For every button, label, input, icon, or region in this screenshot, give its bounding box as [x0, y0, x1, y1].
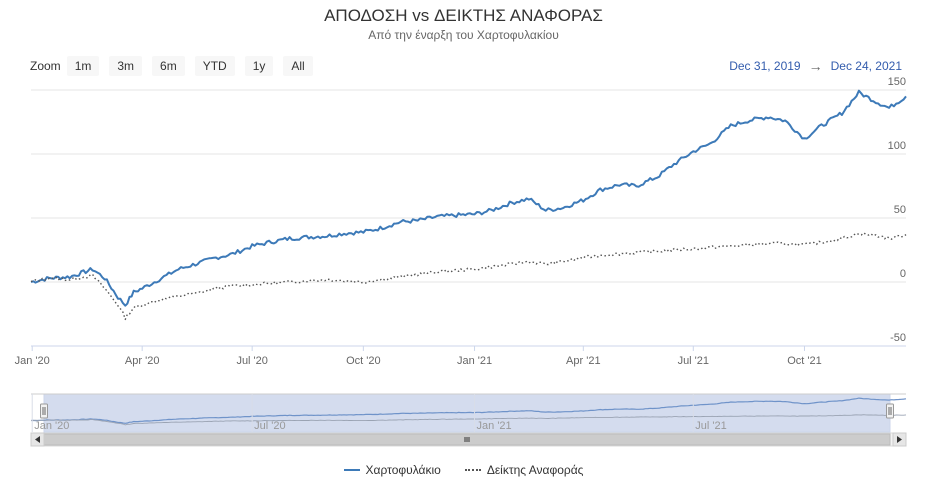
navigator-tick-label: Jan '21	[477, 420, 512, 432]
y-tick-label: 0	[900, 268, 906, 280]
navigator-left-handle[interactable]	[40, 403, 48, 419]
x-tick-label: Jul '21	[678, 355, 709, 367]
navigator-tick-label: Jul '21	[695, 420, 726, 432]
chart-area: -50 0 50 100 150 Jan '20 Apr '20 Jul '20 Oct '2…	[15, 76, 907, 447]
navigator-tick-label: Jan '20	[34, 420, 69, 432]
grid-lines	[31, 89, 906, 347]
navigator: Jan '20 Jul '20 Jan '21 Jul '21	[30, 393, 907, 447]
date-range: Dec 31, 2019 → Dec 24, 2021	[729, 58, 902, 74]
y-tick-label: 100	[888, 140, 906, 152]
chart-subtitle: Από την έναρξη του Χαρτοφυλακίου	[368, 28, 559, 42]
navigator-line-portfolio	[30, 397, 907, 424]
x-axis: Jan '20 Apr '20 Jul '20 Oct '20 Jan '21 Apr '…	[15, 345, 906, 367]
y-tick-label: 150	[888, 76, 906, 88]
y-tick-label: -50	[890, 332, 906, 344]
chevron-left-icon	[35, 436, 40, 443]
series-line-benchmark	[31, 232, 907, 321]
zoom-bar: Zoom 1m 3m 6m YTD 1y All	[30, 56, 323, 76]
zoom-1y-button[interactable]: 1y	[244, 56, 274, 76]
scroll-left-button[interactable]	[30, 432, 45, 447]
x-tick-label: Apr '20	[125, 355, 160, 367]
zoom-3m-button[interactable]: 3m	[109, 56, 143, 76]
y-axis: -50 0 50 100 150	[888, 76, 906, 344]
series-lines	[30, 89, 907, 321]
zoom-6m-button[interactable]: 6m	[152, 56, 185, 76]
navigator-line-benchmark	[31, 414, 907, 426]
legend: Χαρτοφυλάκιο Δείκτης Αναφοράς	[0, 463, 927, 477]
legend-item-portfolio[interactable]: Χαρτοφυλάκιο	[343, 463, 441, 477]
legend-item-benchmark[interactable]: Δείκτης Αναφοράς	[464, 463, 584, 477]
range-to-date[interactable]: Dec 24, 2021	[830, 59, 902, 73]
zoom-all-button[interactable]: All	[283, 56, 313, 76]
chart-title: ΑΠΟΔΟΣΗ vs ΔΕΙΚΤΗΣ ΑΝΑΦΟΡΑΣ	[324, 6, 603, 25]
legend-label-portfolio: Χαρτοφυλάκιο	[365, 463, 441, 477]
range-from-date[interactable]: Dec 31, 2019	[729, 59, 801, 73]
zoom-ytd-button[interactable]: YTD	[194, 56, 235, 76]
zoom-label: Zoom	[30, 59, 61, 73]
x-tick-label: Jan '20	[15, 355, 50, 367]
x-tick-label: Jan '21	[457, 355, 492, 367]
x-tick-label: Oct '21	[787, 355, 822, 367]
legend-label-benchmark: Δείκτης Αναφοράς	[486, 463, 584, 477]
zoom-1m-button[interactable]: 1m	[66, 56, 100, 76]
scroll-right-button[interactable]	[892, 432, 907, 447]
legend-dotted-line-icon	[464, 469, 481, 471]
scrollbar[interactable]	[30, 432, 907, 447]
legend-solid-line-icon	[343, 469, 360, 471]
arrow-right-icon: →	[808, 58, 823, 74]
x-tick-label: Apr '21	[566, 355, 601, 367]
series-line-portfolio	[30, 89, 907, 307]
y-tick-label: 50	[894, 204, 906, 216]
x-tick-label: Oct '20	[346, 355, 381, 367]
navigator-right-handle[interactable]	[886, 403, 894, 419]
navigator-tick-label: Jul '20	[254, 420, 285, 432]
x-tick-label: Jul '20	[236, 355, 267, 367]
chevron-right-icon	[897, 436, 902, 443]
